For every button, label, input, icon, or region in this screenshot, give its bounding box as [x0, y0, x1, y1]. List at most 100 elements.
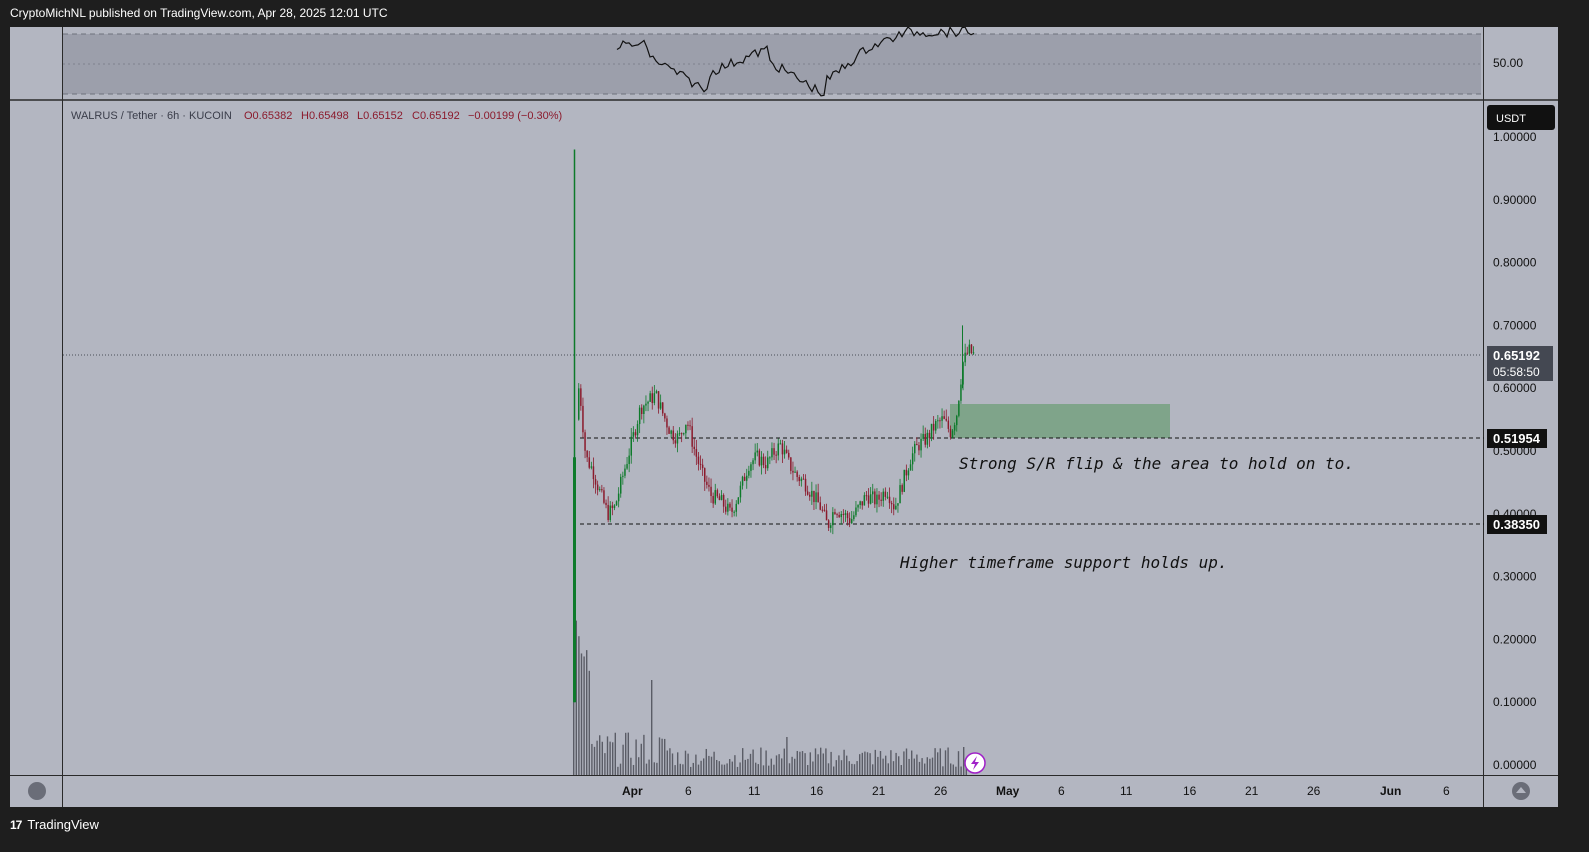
volume-bar: [814, 748, 817, 775]
candle: [935, 421, 937, 431]
candle: [678, 433, 681, 435]
volume-bar: [885, 755, 887, 775]
volume-bar: [739, 762, 741, 775]
candle: [626, 464, 628, 469]
volume-bar: [835, 760, 837, 775]
auto-scale-circle-icon[interactable]: [1512, 782, 1530, 800]
volume-bar: [856, 761, 858, 775]
lightning-icon[interactable]: [964, 752, 986, 774]
candle: [651, 393, 653, 404]
volume-bar: [744, 759, 746, 775]
volume-bar: [768, 765, 770, 775]
volume-bar: [638, 757, 640, 775]
candle: [783, 449, 786, 455]
candle: [638, 407, 641, 425]
candle: [880, 499, 882, 501]
resistance-price-value: 0.51954: [1493, 431, 1541, 446]
candle: [800, 478, 803, 482]
chart-frame[interactable]: WALRUS / Tether · 6h · KUCOIN O0.65382 H…: [10, 27, 1558, 807]
candle: [823, 509, 826, 511]
candle: [792, 470, 794, 473]
candle: [888, 496, 891, 504]
brand-bar: 17 TradingView: [10, 817, 99, 832]
time-tick-label: 26: [1307, 784, 1321, 798]
candle: [916, 443, 918, 446]
candle: [708, 484, 710, 487]
price-tick-label: 0.60000: [1493, 381, 1537, 395]
volume-bar: [669, 748, 671, 775]
candle: [914, 443, 916, 454]
time-tick-label: Jun: [1380, 784, 1401, 798]
last-price-value: 0.65192: [1493, 348, 1540, 363]
volume-bar: [723, 764, 726, 775]
volume-bar: [664, 738, 666, 775]
volume-bar: [773, 764, 775, 775]
volume-bar: [627, 732, 629, 775]
candle: [878, 494, 880, 500]
volume-bar: [586, 650, 588, 775]
candle: [634, 432, 637, 436]
candle: [853, 515, 855, 520]
candle: [949, 428, 952, 438]
candle: [798, 477, 800, 482]
price-tick-label: 0.10000: [1493, 695, 1537, 709]
candle: [748, 470, 750, 476]
candles: [573, 149, 975, 703]
volume-bar: [625, 732, 627, 775]
currency-badge[interactable]: USDT: [1487, 105, 1555, 130]
volume-bar: [770, 758, 772, 775]
volume-bar: [848, 761, 850, 775]
publisher-caption: CryptoMichNL published on TradingView.co…: [10, 6, 388, 20]
candle: [741, 476, 744, 486]
candle: [907, 470, 910, 476]
candle: [867, 495, 870, 504]
candle: [802, 478, 805, 480]
time-axis[interactable]: Apr 6 11 16 21 26 May 6 11 16 21 26 Jun 6: [622, 784, 1450, 798]
candle: [804, 478, 807, 492]
candle: [613, 505, 616, 509]
candle: [901, 485, 903, 492]
candle: [615, 501, 618, 506]
settings-circle-icon[interactable]: [28, 782, 46, 800]
volume-bar: [726, 763, 728, 775]
candle: [668, 427, 670, 434]
candle: [588, 457, 590, 468]
volume-bar: [900, 765, 902, 775]
candle: [584, 432, 586, 451]
price-chart[interactable]: WALRUS / Tether · 6h · KUCOIN O0.65382 H…: [10, 27, 1558, 807]
volume-bar: [791, 756, 793, 775]
volume-bar: [934, 748, 936, 775]
candle: [729, 503, 731, 508]
candle: [911, 453, 914, 465]
candle: [769, 457, 771, 459]
volume-bar: [877, 756, 879, 775]
volume-bar: [775, 755, 778, 775]
candle: [932, 423, 935, 431]
price-axis[interactable]: 1.000000.900000.800000.700000.600000.500…: [1493, 130, 1537, 772]
candle: [674, 440, 677, 444]
candle: [956, 415, 958, 426]
candle: [687, 424, 689, 426]
candle: [825, 510, 828, 521]
candle: [611, 505, 614, 509]
legend-low: L0.65152: [357, 110, 403, 122]
volume-bar: [812, 761, 814, 775]
candle: [815, 492, 817, 503]
volume-bar: [580, 653, 583, 775]
candle: [865, 495, 868, 497]
volume-bar: [926, 757, 928, 775]
volume-bar: [804, 753, 806, 775]
candle: [720, 495, 723, 500]
volume-bar: [905, 748, 908, 775]
volume-bar: [950, 763, 952, 775]
support-zone[interactable]: [950, 404, 1170, 438]
candle: [848, 518, 851, 524]
price-tick-label: 1.00000: [1493, 130, 1537, 144]
rsi-line: [616, 27, 975, 97]
volume-bar: [591, 743, 593, 775]
candle: [594, 479, 597, 485]
volume-bar: [788, 763, 791, 775]
legend-change: −0.00199 (−0.30%): [468, 110, 562, 122]
candle: [844, 513, 847, 515]
candle: [643, 405, 645, 414]
